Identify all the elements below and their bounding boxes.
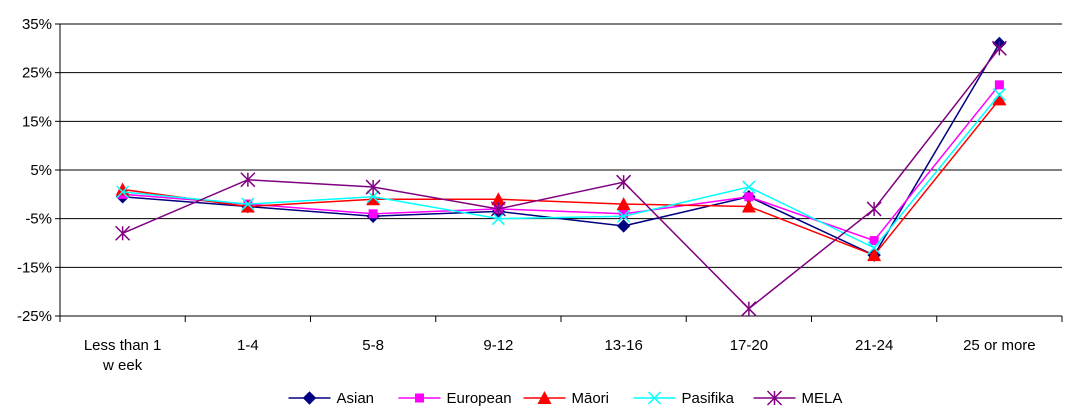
data-point-marker: [741, 301, 757, 317]
data-point-marker: [617, 209, 631, 223]
gridlines: [60, 23, 1062, 317]
legend-label: MELA: [802, 390, 843, 407]
series-pasifika: [116, 88, 1006, 255]
data-point-marker: [415, 393, 424, 403]
legend-label: Asian: [337, 390, 375, 407]
y-tick-label: 15%: [22, 113, 52, 130]
x-axis-ticks: Less than 1 w eek 1-4 5-8 9-12 13-16 17-20 21-2…: [59, 316, 1063, 374]
data-point-marker: [869, 236, 879, 246]
legend-item: European: [398, 390, 512, 407]
legend-item: Asian: [288, 390, 375, 407]
x-tick-label: 13-16: [604, 337, 642, 354]
y-tick-label: -5%: [25, 211, 52, 228]
data-point-marker: [742, 180, 756, 194]
y-tick-label: 35%: [22, 16, 52, 33]
x-tick-label: 17-20: [730, 337, 768, 354]
legend-item: Māori: [523, 390, 610, 407]
legend-label: Māori: [572, 390, 610, 407]
series-asian: [115, 36, 1007, 262]
data-point-marker: [537, 391, 552, 404]
data-point-marker: [302, 391, 317, 405]
data-point-marker: [992, 92, 1007, 106]
y-axis-ticks: -25% -15% -5% 5% 15% 25% 35%: [17, 16, 60, 325]
series-mori: [115, 92, 1007, 262]
legend-label: European: [447, 390, 512, 407]
legend-item: MELA: [753, 390, 843, 407]
legend-label: Pasifika: [682, 390, 735, 407]
data-point-marker: [115, 225, 131, 241]
data-point-marker: [240, 172, 256, 188]
data-point-marker: [991, 40, 1007, 56]
x-tick-label: 9-12: [483, 337, 513, 354]
data-point-marker: [491, 212, 505, 226]
legend-item: Pasifika: [633, 390, 735, 407]
series-line: [122, 98, 1000, 257]
data-point-marker: [992, 88, 1006, 102]
data-point-marker: [115, 182, 130, 196]
x-tick-label: 25 or more: [963, 337, 1036, 354]
series-group: [115, 36, 1007, 317]
series-mela: [115, 40, 1007, 317]
x-tick-label: w eek: [102, 357, 143, 374]
data-point-marker: [867, 241, 881, 255]
data-point-marker: [647, 391, 662, 405]
data-point-marker: [366, 190, 380, 204]
series-line: [122, 47, 1000, 310]
y-tick-label: -25%: [17, 308, 52, 325]
data-point-marker: [867, 248, 882, 262]
legend: Asian European Māori Pasifika MELA: [288, 390, 843, 407]
data-point-marker: [866, 201, 882, 217]
data-point-marker: [116, 185, 130, 199]
y-tick-label: 5%: [30, 162, 52, 179]
data-point-marker: [616, 174, 632, 190]
data-point-marker: [490, 201, 506, 217]
y-tick-label: -15%: [17, 259, 52, 276]
series-line: [122, 43, 1001, 257]
data-point-marker: [766, 390, 783, 406]
y-tick-label: 25%: [22, 65, 52, 82]
x-tick-label: 5-8: [362, 337, 384, 354]
series-line: [122, 94, 1000, 249]
data-point-marker: [240, 199, 255, 213]
data-point-marker: [616, 197, 631, 211]
data-point-marker: [619, 209, 629, 219]
series-european: [118, 80, 1004, 246]
data-point-marker: [491, 192, 506, 206]
x-tick-label: 21-24: [855, 337, 893, 354]
data-point-marker: [366, 192, 381, 206]
data-point-marker: [741, 199, 756, 213]
x-tick-label: Less than 1: [84, 337, 162, 354]
data-point-marker: [365, 179, 381, 195]
x-tick-label: 1-4: [237, 337, 259, 354]
data-point-marker: [994, 80, 1004, 90]
data-point-marker: [241, 197, 255, 211]
data-point-marker: [744, 192, 754, 202]
data-point-marker: [368, 209, 378, 219]
data-point-marker: [616, 219, 631, 233]
